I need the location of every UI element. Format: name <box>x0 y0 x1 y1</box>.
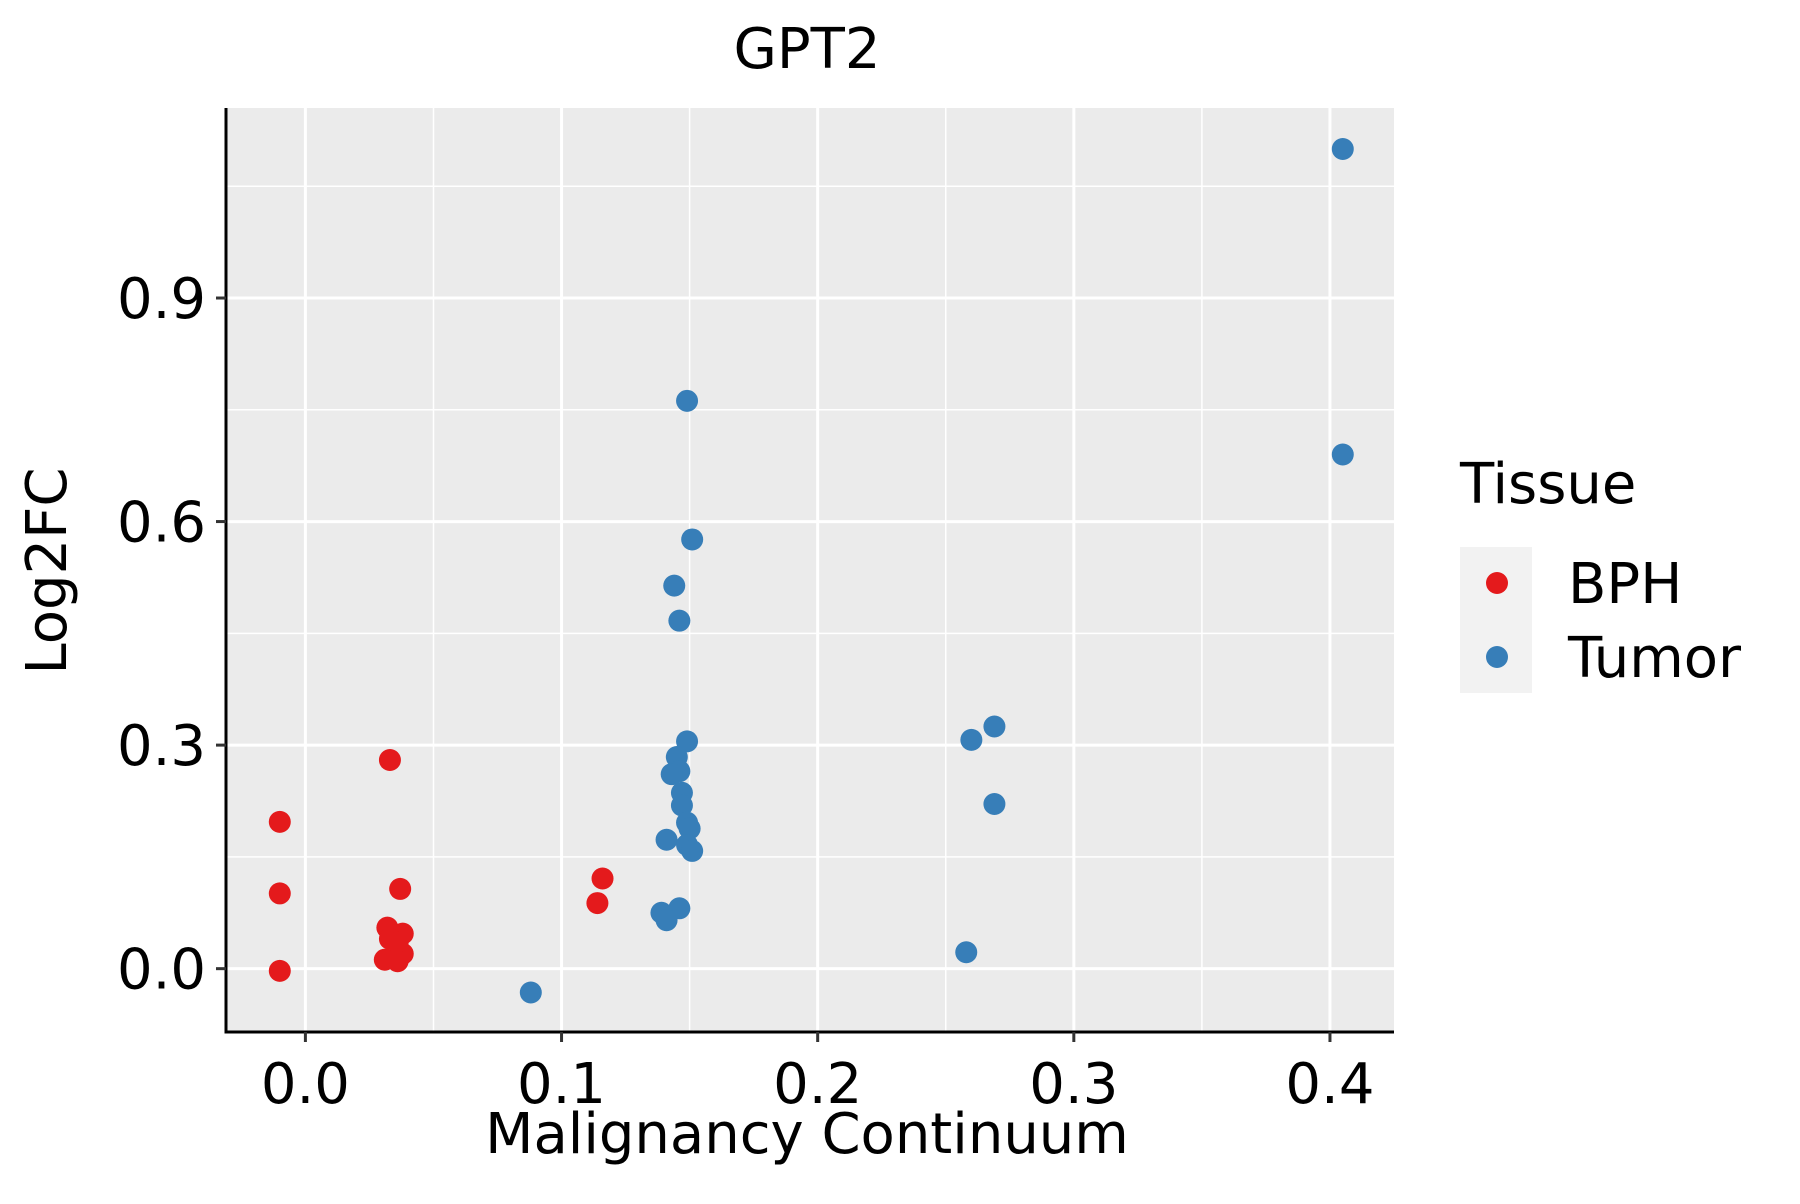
minor-gridlines <box>226 108 1394 1032</box>
data-point-tumor <box>983 792 1006 815</box>
x-axis-ticks: 0.0 0.1 0.2 0.3 0.4 <box>261 1032 1374 1117</box>
data-point-tumor <box>960 728 983 751</box>
y-axis-ticks: 0.0 0.3 0.6 0.9 <box>117 267 226 1003</box>
data-point-tumor <box>663 574 686 597</box>
legend-label-bph: BPH <box>1568 552 1682 617</box>
data-point-bph <box>268 810 291 833</box>
axes <box>224 108 1394 1034</box>
data-point-tumor <box>670 794 693 817</box>
data-point-bph <box>591 867 614 890</box>
y-tick-label: 0.9 <box>117 267 206 332</box>
legend-label-tumor: Tumor <box>1567 626 1742 691</box>
legend: Tissue BPH Tumor <box>1459 452 1742 693</box>
data-point-bph <box>268 882 291 905</box>
data-point-tumor <box>1331 137 1354 160</box>
data-point-tumor <box>668 609 691 632</box>
data-point-tumor <box>676 730 699 753</box>
data-point-tumor <box>655 909 678 932</box>
data-point-tumor <box>676 389 699 412</box>
data-point-tumor <box>519 981 542 1004</box>
major-gridlines <box>226 108 1394 1032</box>
legend-key-tumor <box>1486 646 1508 668</box>
data-points <box>268 137 1354 1004</box>
data-point-tumor <box>681 528 704 551</box>
data-point-bph <box>586 892 609 915</box>
data-point-bph <box>268 959 291 982</box>
y-tick-label: 0.6 <box>117 491 206 556</box>
x-tick-label: 0.3 <box>1029 1052 1118 1117</box>
x-tick-label: 0.0 <box>261 1052 350 1117</box>
chart-title: GPT2 <box>734 17 881 82</box>
data-point-tumor <box>681 839 704 862</box>
legend-key-bph <box>1486 572 1508 594</box>
data-point-tumor <box>983 715 1006 738</box>
y-tick-label: 0.0 <box>117 938 206 1003</box>
x-tick-label: 0.1 <box>517 1052 606 1117</box>
data-point-tumor <box>1331 443 1354 466</box>
data-point-bph <box>389 877 412 900</box>
y-axis-label: Log2FC <box>15 468 80 675</box>
legend-title: Tissue <box>1459 452 1636 517</box>
data-point-tumor <box>660 763 683 786</box>
x-axis-label: Malignancy Continuum <box>485 1102 1129 1167</box>
data-point-bph <box>378 749 401 772</box>
data-point-bph <box>386 950 409 973</box>
legend-key-background <box>1460 547 1532 693</box>
plot-panel-background <box>226 108 1394 1032</box>
data-point-tumor <box>955 941 978 964</box>
y-tick-label: 0.3 <box>117 714 206 779</box>
x-tick-label: 0.2 <box>773 1052 862 1117</box>
data-point-tumor <box>678 817 701 840</box>
data-point-tumor <box>655 828 678 851</box>
x-tick-label: 0.4 <box>1285 1052 1374 1117</box>
